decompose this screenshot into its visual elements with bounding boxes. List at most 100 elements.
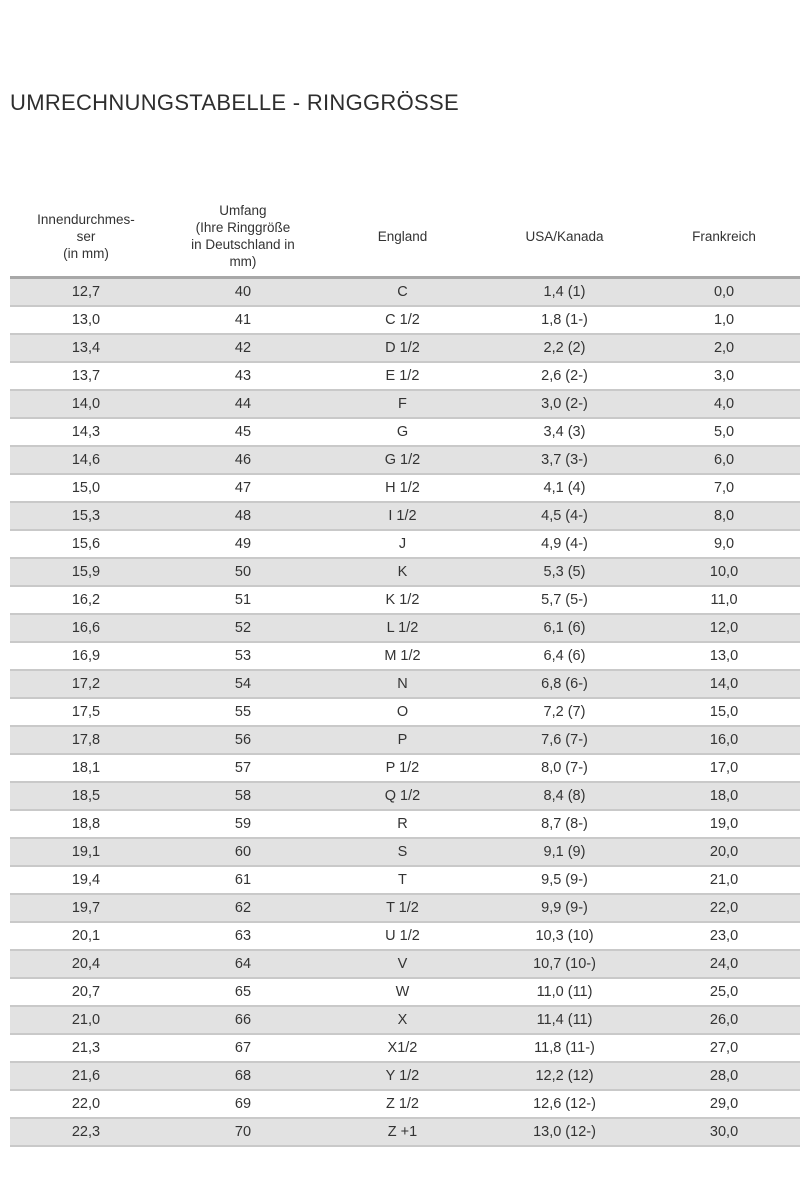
cell-france: 21,0 [648,866,800,895]
cell-france: 18,0 [648,782,800,811]
table-row: 21,0 66 X 11,4 (11) 26,0 [10,1006,800,1035]
header-inner-diameter: Innendurchmes-ser (in mm) [37,211,135,261]
table-row: 16,9 53 M 1/2 6,4 (6) 13,0 [10,642,800,671]
cell-usa-canada: 2,2 (2) [480,334,649,363]
cell-france: 3,0 [648,362,800,391]
cell-inner-diameter: 22,0 [10,1090,162,1119]
cell-france: 23,0 [648,922,800,951]
cell-inner-diameter: 18,5 [10,782,162,811]
cell-france: 19,0 [648,810,800,839]
header-england: England [377,228,428,244]
cell-circumference: 46 [161,446,324,475]
cell-circumference: 43 [161,362,324,391]
cell-circumference: 60 [161,838,324,867]
cell-england: T [323,866,481,895]
cell-usa-canada: 3,4 (3) [480,418,649,447]
cell-france: 11,0 [648,586,800,615]
cell-france: 8,0 [648,502,800,531]
cell-england: W [323,978,481,1007]
cell-england: X1/2 [323,1034,481,1063]
cell-usa-canada: 10,3 (10) [480,922,649,951]
cell-usa-canada: 6,8 (6-) [480,670,649,699]
cell-usa-canada: 12,2 (12) [480,1062,649,1091]
cell-circumference: 47 [161,474,324,503]
cell-circumference: 51 [161,586,324,615]
cell-circumference: 64 [161,950,324,979]
cell-england: G [323,418,481,447]
cell-england: R [323,810,481,839]
cell-inner-diameter: 16,6 [10,614,162,643]
cell-france: 0,0 [648,276,800,307]
cell-france: 1,0 [648,306,800,335]
cell-circumference: 66 [161,1006,324,1035]
cell-england: F [323,390,481,419]
cell-england: Q 1/2 [323,782,481,811]
cell-inner-diameter: 19,1 [10,838,162,867]
cell-inner-diameter: 21,3 [10,1034,162,1063]
cell-france: 27,0 [648,1034,800,1063]
cell-france: 7,0 [648,474,800,503]
cell-usa-canada: 11,8 (11-) [480,1034,649,1063]
cell-inner-diameter: 15,0 [10,474,162,503]
table-row: 18,1 57 P 1/2 8,0 (7-) 17,0 [10,754,800,783]
cell-circumference: 70 [161,1118,324,1147]
cell-inner-diameter: 19,4 [10,866,162,895]
table-row: 20,4 64 V 10,7 (10-) 24,0 [10,950,800,979]
cell-inner-diameter: 18,1 [10,754,162,783]
cell-france: 24,0 [648,950,800,979]
cell-inner-diameter: 21,0 [10,1006,162,1035]
cell-england: O [323,698,481,727]
cell-france: 10,0 [648,558,800,587]
table-row: 19,4 61 T 9,5 (9-) 21,0 [10,866,800,895]
header-france: Frankreich [692,228,756,244]
cell-france: 12,0 [648,614,800,643]
table-row: 15,0 47 H 1/2 4,1 (4) 7,0 [10,474,800,503]
cell-inner-diameter: 17,8 [10,726,162,755]
cell-england: S [323,838,481,867]
cell-circumference: 63 [161,922,324,951]
cell-france: 6,0 [648,446,800,475]
cell-inner-diameter: 14,6 [10,446,162,475]
cell-france: 9,0 [648,530,800,559]
cell-england: E 1/2 [323,362,481,391]
cell-france: 20,0 [648,838,800,867]
cell-inner-diameter: 14,0 [10,390,162,419]
cell-france: 26,0 [648,1006,800,1035]
cell-circumference: 49 [161,530,324,559]
table-row: 18,5 58 Q 1/2 8,4 (8) 18,0 [10,782,800,811]
cell-france: 29,0 [648,1090,800,1119]
table-row: 12,7 40 C 1,4 (1) 0,0 [10,276,800,307]
cell-circumference: 62 [161,894,324,923]
table-row: 16,6 52 L 1/2 6,1 (6) 12,0 [10,614,800,643]
cell-usa-canada: 3,0 (2-) [480,390,649,419]
cell-england: Z +1 [323,1118,481,1147]
table-row: 15,6 49 J 4,9 (4-) 9,0 [10,530,800,559]
table-row: 15,3 48 I 1/2 4,5 (4-) 8,0 [10,502,800,531]
cell-england: M 1/2 [323,642,481,671]
table-row: 19,7 62 T 1/2 9,9 (9-) 22,0 [10,894,800,923]
cell-england: L 1/2 [323,614,481,643]
cell-england: P 1/2 [323,754,481,783]
cell-usa-canada: 6,1 (6) [480,614,649,643]
cell-england: U 1/2 [323,922,481,951]
table-row: 13,0 41 C 1/2 1,8 (1-) 1,0 [10,306,800,335]
cell-circumference: 40 [161,276,324,307]
table-row: 22,0 69 Z 1/2 12,6 (12-) 29,0 [10,1090,800,1119]
cell-inner-diameter: 18,8 [10,810,162,839]
cell-circumference: 41 [161,306,324,335]
cell-circumference: 68 [161,1062,324,1091]
cell-france: 17,0 [648,754,800,783]
cell-usa-canada: 7,6 (7-) [480,726,649,755]
cell-usa-canada: 9,5 (9-) [480,866,649,895]
cell-england: P [323,726,481,755]
cell-usa-canada: 11,4 (11) [480,1006,649,1035]
cell-france: 25,0 [648,978,800,1007]
ring-size-table: Innendurchmes-ser (in mm) Umfang (Ihre Rin… [10,196,800,1147]
table-row: 21,3 67 X1/2 11,8 (11-) 27,0 [10,1034,800,1063]
cell-usa-canada: 9,9 (9-) [480,894,649,923]
cell-inner-diameter: 21,6 [10,1062,162,1091]
cell-inner-diameter: 14,3 [10,418,162,447]
cell-england: K 1/2 [323,586,481,615]
page-title: UMRECHNUNGSTABELLE - RINGGRÖSSE [10,90,459,115]
table-row: 15,9 50 K 5,3 (5) 10,0 [10,558,800,587]
